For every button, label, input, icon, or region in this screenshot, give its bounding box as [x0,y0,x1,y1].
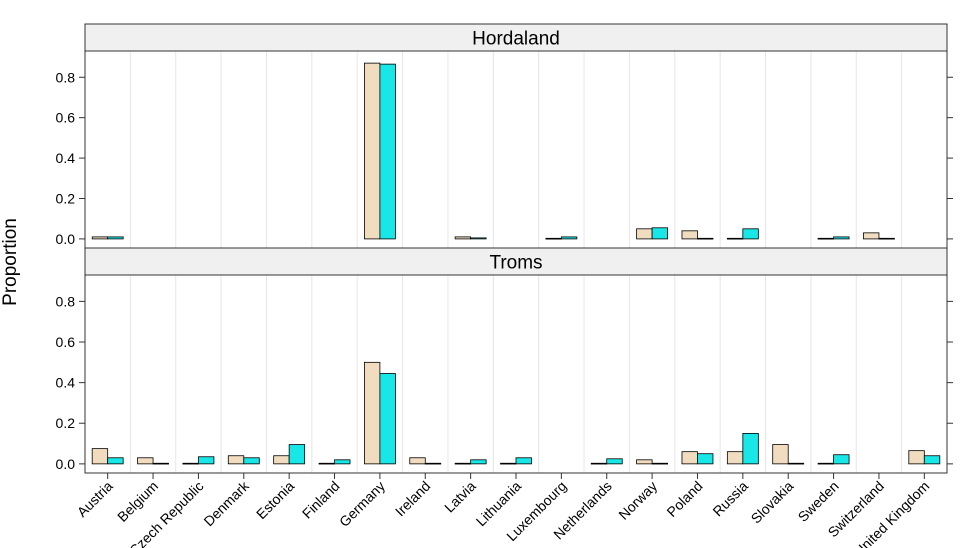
bar-denmark-series-1 [227,455,245,465]
x-tick-label: Norway [615,478,660,523]
bar-lithuania-series-2 [515,457,532,465]
bar-estonia-series-1 [273,455,290,465]
bar-belgium-series-2 [152,462,169,465]
bar-austria-series-2 [107,236,124,240]
panel-strip [84,23,948,52]
y-tick-label: 0.2 [56,190,76,206]
bar-austria-series-1 [91,236,109,240]
y-tick-label: 0.4 [56,150,76,166]
x-tick-label: Austria [74,478,116,520]
bar-russia-series-1 [726,451,744,465]
bar-czech-republic-series-2 [198,456,215,465]
bar-netherlands-series-2 [606,458,623,465]
bar-norway-series-2 [651,462,669,465]
x-tick-label: Germany [336,478,388,530]
x-tick-label: Finland [299,478,343,522]
bar-switzerland-series-1 [863,232,880,240]
bar-belgium-series-1 [137,457,154,465]
bar-germany-series-1 [363,361,381,465]
bar-poland-series-1 [681,451,698,465]
bar-germany-series-1 [363,62,381,240]
bar-austria-series-1 [91,448,109,465]
y-tick-label: 0.4 [56,375,76,391]
bar-luxembourg-series-1 [545,237,562,240]
bar-latvia-series-1 [454,236,472,240]
bar-poland-series-1 [681,230,698,240]
bar-slovakia-series-2 [787,462,805,465]
panel-frame [84,274,948,474]
bar-ireland-series-1 [409,457,426,465]
bar-latvia-series-2 [470,459,487,465]
x-tick-label: Russia [709,478,751,520]
bar-luxembourg-series-2 [560,236,578,240]
bar-austria-series-2 [107,457,124,465]
x-tick-label: Ireland [392,478,434,520]
bar-ireland-series-2 [424,462,442,465]
y-axis-title: Proportion [0,218,21,306]
bar-lithuania-series-1 [500,462,517,465]
bar-slovakia-series-1 [772,444,789,465]
bar-sweden-series-2 [833,454,850,465]
y-tick-label: 0.8 [56,69,76,85]
bar-latvia-series-2 [470,237,487,240]
bar-denmark-series-2 [243,457,260,465]
y-tick-label: 0.2 [56,415,76,431]
y-tick-label: 0.6 [56,110,76,126]
bar-poland-series-2 [697,237,714,240]
bar-norway-series-1 [636,228,653,240]
x-tick-label: Poland [663,478,705,520]
bar-netherlands-series-1 [590,462,608,465]
bar-russia-series-1 [726,237,744,240]
y-tick-label: 0.8 [56,293,76,309]
bar-russia-series-2 [742,228,759,240]
bar-united-kingdom-series-1 [908,450,925,465]
bar-germany-series-2 [379,63,396,240]
panel-strip [84,247,948,276]
bar-sweden-series-2 [833,236,850,240]
bar-sweden-series-1 [817,462,834,465]
bar-estonia-series-2 [288,444,306,465]
x-tick-label: Denmark [200,477,252,529]
panel-strip-label: Troms [489,253,542,274]
x-tick-label: Slovakia [748,478,797,527]
bar-latvia-series-1 [454,462,472,465]
y-tick-label: 0.6 [56,334,76,350]
bar-sweden-series-1 [817,237,834,240]
bar-poland-series-2 [697,453,714,465]
bar-switzerland-series-2 [878,237,895,240]
bar-russia-series-2 [742,432,759,465]
bar-united-kingdom-series-2 [923,455,941,465]
bar-czech-republic-series-1 [182,462,199,465]
x-tick-label: Latvia [441,478,479,516]
panel-frame [84,50,948,249]
y-tick-label: 0.0 [56,456,76,472]
bar-germany-series-2 [379,373,396,465]
bar-finland-series-2 [334,459,351,465]
y-tick-label: 0.0 [56,231,76,247]
bar-norway-series-1 [636,459,653,465]
bar-finland-series-1 [318,462,335,465]
panel-strip-label: Hordaland [472,29,560,50]
bar-norway-series-2 [651,227,669,240]
x-tick-label: Estonia [253,478,297,522]
